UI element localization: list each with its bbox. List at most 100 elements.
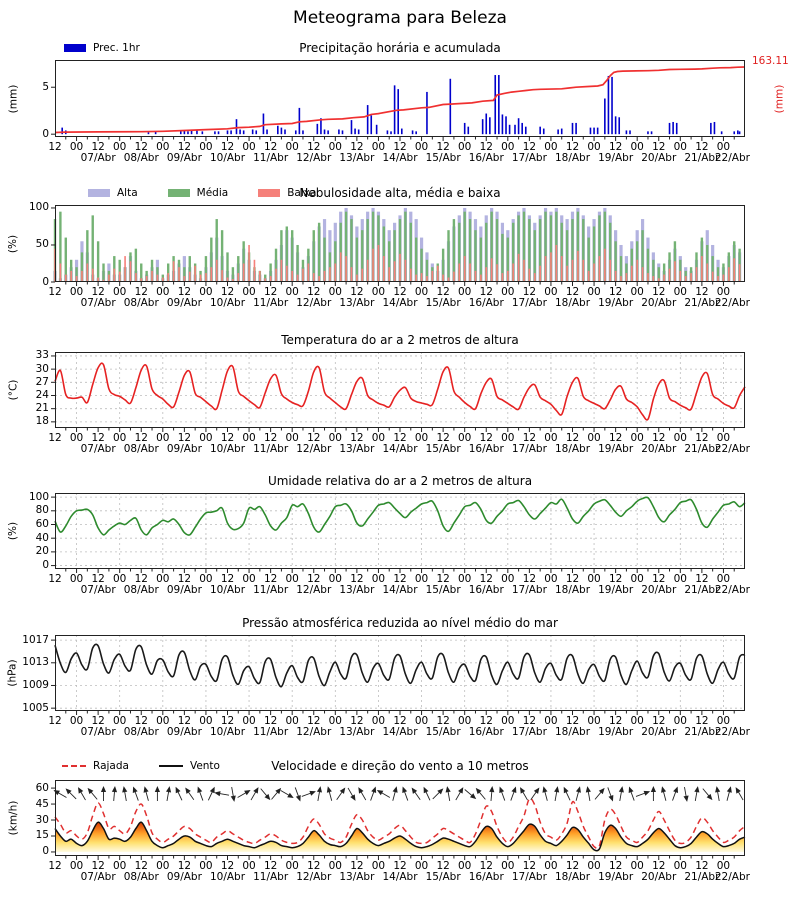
x-date-label: 13/Abr [339, 297, 375, 309]
x-tick-label: 12 [393, 286, 407, 298]
ylabel-pressure: (hPa) [7, 659, 19, 687]
wind-direction-arrow-icon [432, 788, 444, 800]
x-tick-label: 00 [285, 860, 299, 872]
x-tick-label: 12 [177, 141, 192, 153]
x-date-label: 18/Abr [554, 584, 591, 596]
legend-label-media: Média [196, 187, 229, 199]
panel-precipitation [51, 60, 746, 141]
x-tick-label: 00 [328, 715, 342, 727]
x-date-label: 08/Abr [123, 443, 159, 455]
wind-direction-arrow-icon [53, 790, 67, 798]
x-date-label: 07/Abr [80, 726, 116, 738]
y-tick-label: 40 [35, 531, 49, 544]
x-tick-label: 12 [350, 432, 364, 444]
x-tick-label: 12 [436, 286, 450, 298]
x-date-label: 14/Abr [382, 297, 418, 309]
wind-direction-arrow-icon [336, 787, 346, 800]
x-tick-label: 00 [328, 432, 342, 444]
x-tick-label: 00 [414, 286, 429, 298]
wind-direction-arrow-icon [402, 786, 409, 801]
panel-cloudiness [51, 205, 745, 286]
x-tick-label: 12 [350, 141, 364, 153]
x-tick-label: 00 [69, 286, 84, 298]
wind-direction-arrow-icon [165, 786, 172, 801]
wind-direction-arrow-icon [618, 786, 624, 801]
x-tick-label: 00 [458, 715, 472, 727]
x-tick-label: 00 [716, 860, 731, 872]
x-date-label: 15/Abr [425, 443, 461, 455]
x-date-label: 08/Abr [123, 152, 159, 164]
x-date-label: 17/Abr [511, 152, 547, 164]
x-tick-label: 12 [479, 715, 493, 727]
x-tick-label: 12 [263, 715, 278, 727]
x-tick-label: 00 [458, 432, 472, 444]
vento-line-icon [158, 765, 183, 767]
x-date-label: 09/Abr [166, 584, 202, 596]
panel-title-cloudiness: Nebulosidade alta, média e baixa [299, 186, 501, 200]
x-tick-label: 12 [220, 573, 235, 585]
x-tick-label: 12 [565, 432, 580, 444]
y-tick-label: 45 [35, 797, 49, 810]
x-date-label: 21/Abr [684, 871, 720, 883]
x-date-label: 13/Abr [339, 584, 375, 596]
x-tick-label: 12 [263, 286, 278, 298]
x-tick-label: 12 [565, 860, 580, 872]
prec1hr-swatch-icon [64, 44, 86, 52]
x-tick-label: 00 [156, 432, 170, 444]
panel-wind [51, 780, 746, 860]
x-tick-label: 00 [199, 860, 213, 872]
x-date-label: 11/Abr [253, 726, 289, 738]
x-date-label: 19/Abr [598, 152, 634, 164]
x-tick-label: 00 [242, 715, 256, 727]
x-tick-label: 00 [414, 715, 429, 727]
wind-direction-arrow-icon [230, 787, 236, 802]
y-tick-label: 27 [35, 375, 49, 388]
x-date-label: 18/Abr [554, 726, 591, 738]
y-tick-label: 60 [35, 517, 49, 530]
x-tick-label: 12 [48, 432, 62, 444]
x-tick-label: 00 [630, 432, 644, 444]
x-date-label: 10/Abr [209, 726, 246, 738]
x-tick-label: 00 [630, 715, 644, 727]
baixa-swatch-icon [258, 189, 281, 197]
x-tick-label: 12 [695, 141, 709, 153]
panel-title-humidity: Umidade relativa do ar a 2 metros de alt… [267, 474, 533, 488]
x-tick-label: 12 [134, 715, 148, 727]
x-tick-label: 00 [544, 432, 558, 444]
x-tick-label: 00 [414, 141, 429, 153]
legend-entry-baixa: Baixa [258, 187, 316, 199]
x-date-label: 22/Abr [714, 726, 750, 738]
x-tick-label: 12 [350, 715, 364, 727]
x-tick-label: 00 [113, 432, 127, 444]
x-tick-label: 00 [285, 286, 299, 298]
x-date-label: 07/Abr [80, 584, 116, 596]
x-tick-label: 00 [673, 573, 687, 585]
x-tick-label: 12 [652, 141, 666, 153]
x-tick-label: 00 [69, 860, 84, 872]
y-tick-label: 18 [35, 415, 49, 428]
x-tick-label: 00 [544, 286, 558, 298]
x-date-label: 16/Abr [468, 726, 504, 738]
x-date-label: 15/Abr [425, 584, 461, 596]
x-date-label: 22/Abr [714, 584, 750, 596]
x-date-label: 20/Abr [641, 443, 677, 455]
x-tick-label: 12 [91, 286, 105, 298]
panel-title-temperature: Temperatura do ar a 2 metros de altura [281, 333, 519, 347]
x-tick-label: 12 [48, 860, 62, 872]
wind-direction-arrow-icon [154, 786, 160, 801]
y-tick-label: 0 [42, 275, 49, 288]
x-tick-label: 12 [48, 573, 62, 585]
x-tick-label: 00 [544, 141, 558, 153]
wind-direction-arrow-icon [271, 787, 282, 800]
x-tick-label: 00 [673, 715, 687, 727]
x-tick-label: 00 [673, 432, 687, 444]
x-tick-label: 00 [328, 573, 342, 585]
x-tick-label: 12 [522, 432, 537, 444]
x-tick-label: 00 [630, 573, 644, 585]
x-tick-label: 12 [307, 432, 321, 444]
wind-direction-arrow-icon [122, 786, 128, 801]
x-date-label: 12/Abr [296, 297, 332, 309]
alta-swatch-icon [88, 189, 110, 197]
wind-direction-arrow-icon [661, 786, 667, 801]
x-tick-label: 00 [587, 715, 601, 727]
